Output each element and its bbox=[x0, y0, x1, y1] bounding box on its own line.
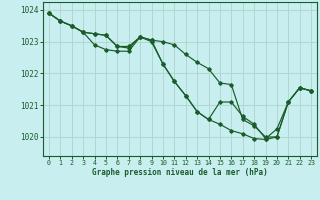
X-axis label: Graphe pression niveau de la mer (hPa): Graphe pression niveau de la mer (hPa) bbox=[92, 168, 268, 177]
